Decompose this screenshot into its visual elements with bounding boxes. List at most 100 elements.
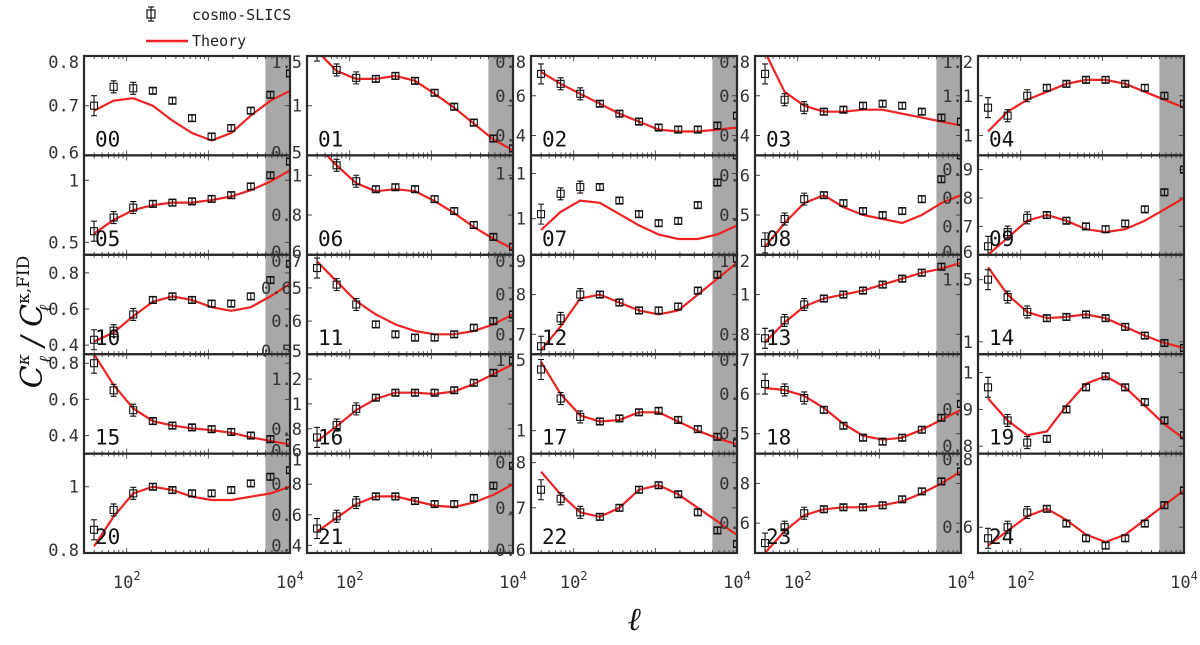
sim-point <box>878 99 887 108</box>
sim-point <box>819 294 828 303</box>
sim-point <box>576 87 585 101</box>
sim-point <box>508 242 513 251</box>
sim-point <box>410 185 420 194</box>
y-tick-label: 0.8 <box>48 354 79 374</box>
y-tick-label: 0.5 <box>48 233 79 253</box>
theory-curve <box>764 261 961 344</box>
legend-entry-theory: Theory <box>192 32 246 50</box>
sim-point <box>391 183 400 192</box>
sim-point <box>148 482 157 491</box>
sim-point <box>1062 79 1071 88</box>
sim-point <box>1042 314 1051 323</box>
sim-point <box>576 288 585 302</box>
sim-point <box>576 410 585 424</box>
sim-point <box>227 427 236 436</box>
sim-point <box>634 117 644 126</box>
sim-point <box>576 505 585 519</box>
panel-label: 10 <box>95 326 120 350</box>
sim-point <box>1042 83 1051 92</box>
y-tick-label: 0.8 <box>719 53 750 73</box>
sim-point <box>1042 210 1051 220</box>
sim-point <box>819 107 828 116</box>
sim-point <box>858 433 868 442</box>
y-tick-label: 0.7 <box>495 499 526 519</box>
y-tick-label: 0.5 <box>719 206 750 226</box>
panel-label: 08 <box>766 227 791 251</box>
sim-point <box>489 368 498 377</box>
sim-point <box>878 210 887 220</box>
sim-point <box>352 174 361 188</box>
panel-03: 0.4 0.6 0.8 03 <box>719 53 963 157</box>
y-tick-label: 1.2 <box>271 370 302 390</box>
sim-point <box>1023 436 1032 450</box>
x-tick-label: 104 <box>723 569 751 593</box>
sim-point <box>246 182 255 191</box>
shaded-region <box>936 453 961 553</box>
sim-point <box>187 423 197 432</box>
theory-curve <box>540 199 737 241</box>
sim-point <box>1003 225 1012 239</box>
sim-point <box>89 354 99 374</box>
sim-point <box>391 71 400 80</box>
sim-point <box>187 114 197 123</box>
sim-point <box>615 503 624 512</box>
sim-point <box>898 495 907 504</box>
panel-label: 19 <box>989 426 1014 450</box>
sim-point <box>780 383 789 397</box>
sim-point <box>858 503 868 512</box>
theory-curve <box>316 260 513 336</box>
sim-point <box>1042 504 1051 513</box>
sim-point <box>450 386 459 395</box>
sim-point <box>956 399 961 408</box>
sim-point <box>207 489 216 498</box>
sim-point <box>312 426 322 448</box>
shaded-region <box>488 453 513 553</box>
sim-point <box>1101 372 1110 381</box>
y-tick-label: 0.6 <box>942 518 973 538</box>
panel-label: 12 <box>542 326 567 350</box>
y-tick-label: 0.8 <box>942 451 973 471</box>
x-tick-label: 104 <box>499 569 527 593</box>
sim-point <box>760 63 770 85</box>
panel-22: 0.6 0.7 0.8 22 <box>495 452 739 561</box>
sim-point <box>1101 225 1110 234</box>
ylabel-numerator: C <box>15 365 50 388</box>
sim-point <box>595 512 604 521</box>
sim-point <box>371 74 380 83</box>
sim-point <box>819 405 828 414</box>
sim-point <box>878 501 887 510</box>
shaded-region <box>265 453 290 553</box>
sim-point <box>129 403 138 417</box>
sim-point <box>430 500 439 509</box>
x-tick-label: 102 <box>336 569 364 593</box>
sim-point <box>391 330 400 339</box>
y-tick-label: 0.4 <box>48 336 79 356</box>
sim-point <box>956 117 961 126</box>
sim-point <box>760 232 770 254</box>
y-tick-label: 1 <box>292 97 302 117</box>
sim-point <box>917 195 926 204</box>
sim-point <box>693 125 702 134</box>
sim-point <box>109 210 118 225</box>
theory-curve <box>325 155 513 250</box>
shaded-region <box>936 56 961 156</box>
ylabel-denominator-sup: κ,FID <box>14 256 34 304</box>
sim-point <box>508 310 513 319</box>
sim-point <box>732 155 737 160</box>
sim-point <box>207 425 216 434</box>
sim-point <box>800 192 809 206</box>
panel-02: 0.4 0.6 0.8 02 <box>495 53 739 157</box>
panel-21: 0.4 0.6 0.8 1 21 <box>271 451 515 556</box>
sim-point <box>129 486 138 500</box>
sim-point <box>332 158 341 172</box>
sim-point <box>450 330 459 339</box>
sim-point <box>760 373 770 395</box>
sim-point <box>391 492 400 501</box>
sim-point <box>780 212 789 226</box>
y-tick-label: 1.5 <box>495 351 526 371</box>
sim-point <box>129 81 138 95</box>
sim-point <box>469 220 478 230</box>
sim-point <box>654 406 663 415</box>
sim-point <box>371 492 380 501</box>
